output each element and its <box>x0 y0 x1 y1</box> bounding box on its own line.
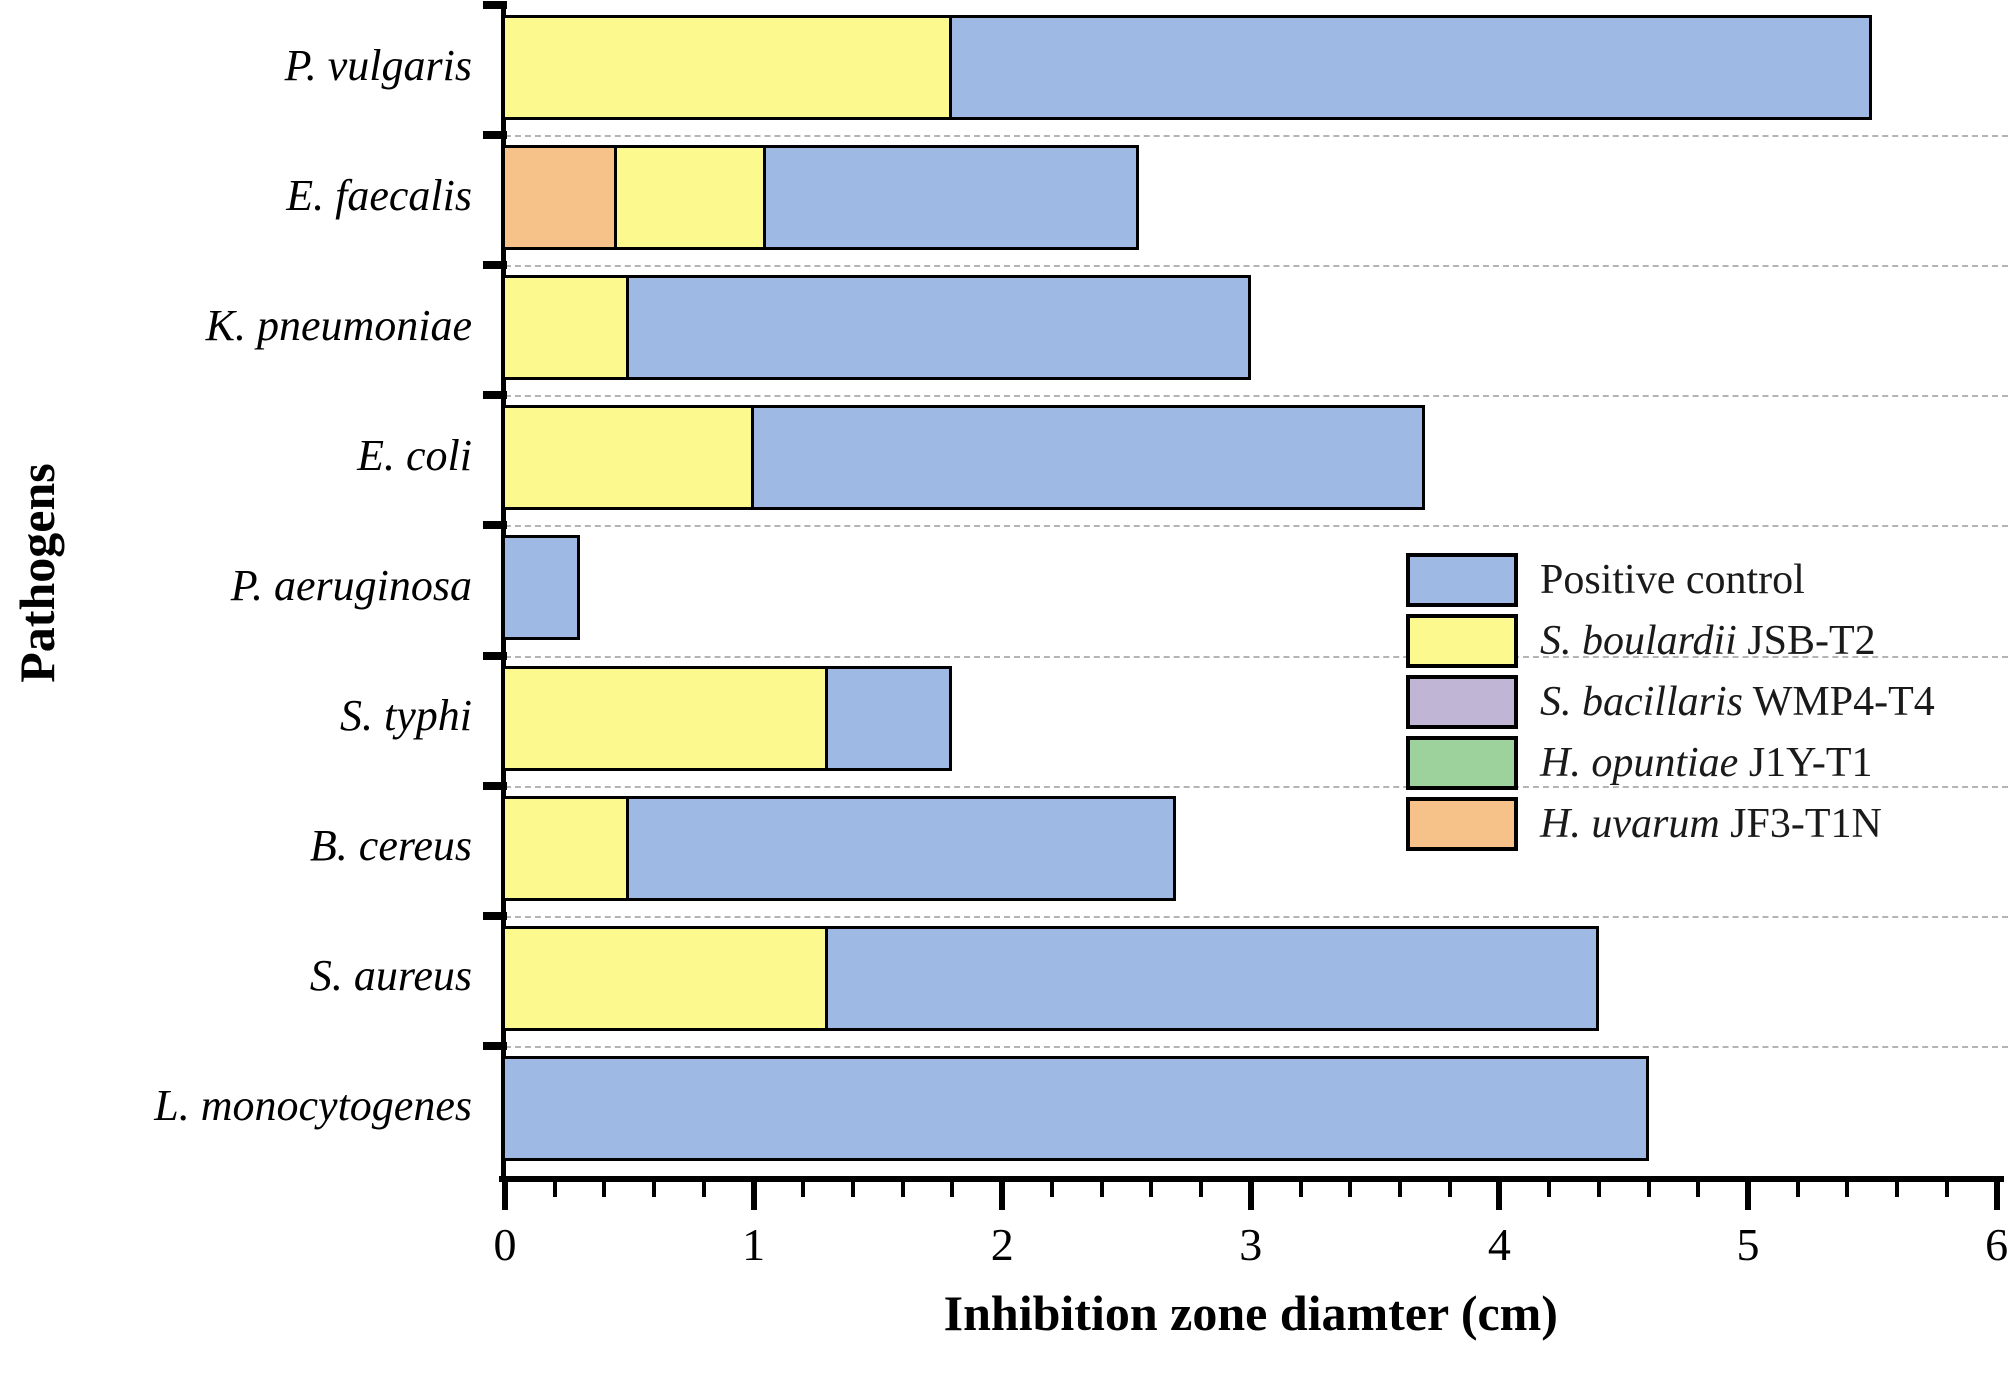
x-axis-major-tick <box>1993 1182 2000 1210</box>
x-axis-minor-tick <box>1596 1182 1601 1197</box>
x-tick-label: 1 <box>742 1219 766 1270</box>
y-axis-tick <box>483 261 507 270</box>
x-axis-line <box>499 1176 2004 1182</box>
category-label: E. faecalis <box>286 170 472 220</box>
category-separator-gridline <box>505 525 2008 528</box>
x-axis-minor-tick <box>1447 1182 1452 1197</box>
x-axis-minor-tick <box>851 1182 856 1197</box>
x-axis-major-tick <box>1496 1182 1503 1210</box>
legend-swatch <box>1406 553 1518 607</box>
legend-label: Positive control <box>1540 557 1805 603</box>
legend-item: S. bacillaris WMP4-T4 <box>1406 675 1935 729</box>
y-axis-tick <box>483 131 507 140</box>
x-axis-major-tick <box>999 1182 1006 1210</box>
legend-item: Positive control <box>1406 553 1805 607</box>
bar-segment-s-boulardii-jsb-t2 <box>502 665 828 771</box>
x-axis-minor-tick <box>1099 1182 1104 1197</box>
bar-segment-s-boulardii-jsb-t2 <box>502 925 828 1031</box>
x-tick-label: 3 <box>1239 1219 1263 1270</box>
category-separator-gridline <box>505 135 2008 138</box>
x-axis-minor-tick <box>1199 1182 1204 1197</box>
y-axis-tick <box>483 781 507 790</box>
y-axis-tick <box>483 911 507 920</box>
category-separator-gridline <box>505 655 2008 658</box>
category-label: P. aeruginosa <box>230 560 472 610</box>
x-axis-minor-tick <box>1646 1182 1651 1197</box>
bar-segment-s-boulardii-jsb-t2 <box>502 795 629 901</box>
x-tick-label: 6 <box>1985 1219 2008 1270</box>
y-axis-tick <box>483 1041 507 1050</box>
bar-segment-positive-control <box>502 1055 1649 1161</box>
bar-segment-s-boulardii-jsb-t2 <box>502 275 629 381</box>
legend-swatch <box>1406 614 1518 668</box>
category-separator-gridline <box>505 395 2008 398</box>
x-axis-minor-tick <box>1149 1182 1154 1197</box>
legend-swatch <box>1406 675 1518 729</box>
x-axis-major-tick <box>1745 1182 1751 1210</box>
category-separator-gridline <box>505 785 2008 788</box>
x-axis-minor-tick <box>900 1182 905 1197</box>
x-axis-minor-tick <box>552 1182 557 1197</box>
category-separator-gridline <box>505 1045 2008 1048</box>
y-axis-tick <box>483 651 507 660</box>
x-axis-minor-tick <box>1397 1182 1402 1197</box>
category-label: E. coli <box>357 430 472 480</box>
x-axis-minor-tick <box>1348 1182 1353 1197</box>
category-label: P. vulgaris <box>284 40 472 90</box>
category-label: B. cereus <box>309 821 472 871</box>
x-axis-minor-tick <box>1547 1182 1552 1197</box>
y-axis-tick <box>483 521 507 530</box>
x-axis-minor-tick <box>1298 1182 1303 1197</box>
legend-item: H. uvarum JF3-T1N <box>1406 797 1882 851</box>
bar-segment-positive-control <box>502 535 580 641</box>
x-axis-minor-tick <box>1944 1182 1949 1197</box>
y-axis-tick <box>483 1 507 9</box>
legend-swatch <box>1406 797 1518 851</box>
bar-segment-h-uvarum-jf3-t1n <box>502 145 617 251</box>
x-axis-major-tick <box>502 1182 508 1210</box>
x-axis-minor-tick <box>701 1182 706 1197</box>
y-axis-tick <box>483 391 507 400</box>
x-tick-label: 0 <box>493 1219 517 1270</box>
x-axis-minor-tick <box>801 1182 806 1197</box>
category-label: K. pneumoniae <box>205 300 472 350</box>
legend-item: S. boulardii JSB-T2 <box>1406 614 1876 668</box>
category-label: S. aureus <box>309 951 472 1001</box>
legend-label: H. opuntiae J1Y-T1 <box>1540 740 1873 786</box>
legend-label: S. boulardii JSB-T2 <box>1540 618 1876 664</box>
x-axis-title: Inhibition zone diamter (cm) <box>943 1285 1558 1341</box>
legend: Positive control S. boulardii JSB-T2 S. ba… <box>1406 553 2006 863</box>
x-axis-minor-tick <box>652 1182 657 1197</box>
bar-segment-s-boulardii-jsb-t2 <box>502 15 952 120</box>
x-axis-minor-tick <box>1895 1182 1900 1197</box>
category-label: L. monocytogenes <box>154 1081 472 1131</box>
bar-segment-s-boulardii-jsb-t2 <box>502 405 754 511</box>
category-separator-gridline <box>505 915 2008 918</box>
legend-item: H. opuntiae J1Y-T1 <box>1406 736 1872 790</box>
x-axis-minor-tick <box>1049 1182 1054 1197</box>
legend-label: S. bacillaris WMP4-T4 <box>1540 679 1935 725</box>
category-label: S. typhi <box>340 691 472 740</box>
x-axis-minor-tick <box>602 1182 607 1197</box>
x-axis-minor-tick <box>1696 1182 1701 1197</box>
x-axis-minor-tick <box>1795 1182 1800 1197</box>
x-tick-label: 4 <box>1487 1219 1511 1270</box>
x-tick-label: 2 <box>990 1219 1014 1270</box>
category-separator-gridline <box>505 265 2008 268</box>
x-axis-major-tick <box>1247 1182 1254 1210</box>
x-axis-minor-tick <box>1845 1182 1850 1197</box>
x-axis-major-tick <box>750 1182 757 1210</box>
legend-swatch <box>1406 736 1518 790</box>
x-axis-minor-tick <box>950 1182 955 1197</box>
legend-label: H. uvarum JF3-T1N <box>1540 801 1882 847</box>
x-tick-label: 5 <box>1736 1219 1760 1270</box>
